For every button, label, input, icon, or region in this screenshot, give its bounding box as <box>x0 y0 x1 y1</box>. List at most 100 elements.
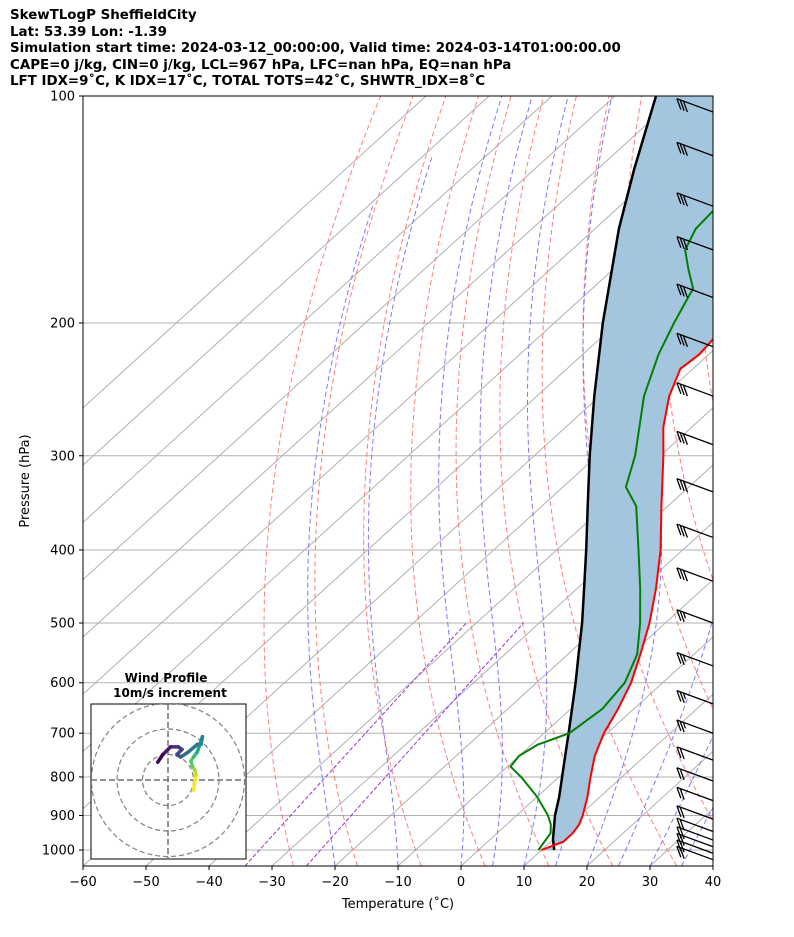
x-tick-label: 30 <box>642 875 659 890</box>
x-tick-label: −40 <box>195 875 222 890</box>
dry-adiabat-line <box>410 96 486 866</box>
wind-barb-flag <box>679 806 685 819</box>
wind-barb-shaft <box>676 805 714 820</box>
wind-barb-shaft <box>676 567 714 582</box>
indices-line-2: LFT IDX=9˚C, K IDX=17˚C, TOTAL TOTS=42˚C… <box>10 74 486 90</box>
isotherm-line <box>83 96 616 581</box>
wind-barb-flag <box>682 570 689 582</box>
wind-barb <box>676 382 714 397</box>
wind-barb <box>676 141 714 157</box>
wind-barb-shaft <box>676 430 714 446</box>
isotherm-line <box>83 96 553 524</box>
wind-barb-flag <box>676 787 682 799</box>
wind-barb-flag <box>676 767 682 779</box>
x-tick-label: −10 <box>384 875 411 890</box>
wind-barb <box>676 817 714 833</box>
dry-adiabat-line <box>314 96 414 866</box>
wind-barbs <box>676 98 714 861</box>
moist-adiabat-line <box>649 735 713 866</box>
wind-barb-flag <box>682 384 689 397</box>
hodograph-title: Wind Profile <box>125 671 208 685</box>
dry-adiabat-line <box>263 96 382 866</box>
wind-barb-flag <box>676 567 682 580</box>
y-tick-label: 200 <box>50 316 75 331</box>
mixing-ratio-line <box>306 622 524 866</box>
location-line: Lat: 53.39 Lon: -1.39 <box>10 24 167 40</box>
wind-barb-shaft <box>676 786 714 802</box>
wind-barb-flag <box>676 609 682 621</box>
wind-barb-half-flag <box>682 722 687 729</box>
x-tick-label: −50 <box>132 875 159 890</box>
x-tick-label: 0 <box>457 875 465 890</box>
wind-barb-flag <box>682 433 689 445</box>
wind-barb-flag <box>679 525 685 537</box>
wind-barb-shaft <box>676 719 714 734</box>
wind-barb-flag <box>682 100 689 113</box>
wind-barb <box>676 805 714 820</box>
wind-barb-flag <box>679 568 685 581</box>
dry-adiabat-line <box>582 96 713 822</box>
wind-barb <box>676 609 714 624</box>
y-tick-label: 400 <box>50 543 75 558</box>
temperature-line <box>541 337 713 851</box>
dry-adiabat-line <box>363 96 447 866</box>
hodograph-plot <box>91 704 246 859</box>
moist-adiabat-line <box>586 96 668 866</box>
wind-barb-shaft <box>676 332 714 348</box>
wind-barb <box>676 523 714 539</box>
moist-adiabat-line <box>438 96 503 866</box>
wind-barb <box>676 567 714 582</box>
isotherm-line <box>271 464 713 866</box>
wind-barb <box>676 719 714 734</box>
hodograph-segment <box>161 745 173 757</box>
wind-barb-shaft <box>676 689 714 705</box>
dry-adiabat-line <box>499 96 614 866</box>
wind-barb-flag <box>679 653 685 666</box>
wind-barb <box>676 746 714 761</box>
wind-barb-flag <box>679 383 685 396</box>
wind-barb-flag <box>676 142 682 154</box>
moist-adiabat-line <box>307 206 374 866</box>
wind-barb <box>676 826 714 841</box>
wind-barb-half-flag <box>682 654 687 662</box>
wind-barb-half-flag <box>682 692 687 700</box>
wind-barb-flag <box>679 768 685 781</box>
chart-header: SkewTLogP SheffieldCity Lat: 53.39 Lon: … <box>10 8 621 91</box>
x-tick-label: −30 <box>258 875 285 890</box>
y-tick-label: 300 <box>50 449 75 464</box>
wind-barb-flag <box>679 237 685 250</box>
wind-barb-half-flag <box>682 611 687 619</box>
y-tick-label: 100 <box>50 90 75 105</box>
y-axis-label: Pressure (hPa) <box>18 434 33 527</box>
wind-barb-shaft <box>676 826 714 841</box>
isotherm-line <box>83 96 427 409</box>
isotherm-line <box>523 693 713 866</box>
wind-barb-flag <box>676 805 682 818</box>
y-tick-label: 900 <box>50 809 75 824</box>
wind-barb-flag <box>679 285 685 297</box>
wind-barb-flag <box>679 143 685 155</box>
wind-barb-flag <box>679 819 685 831</box>
x-tick-label: −60 <box>69 875 96 890</box>
time-line: Simulation start time: 2024-03-12_00:00:… <box>10 41 621 57</box>
wind-barb-shaft <box>676 746 714 761</box>
wind-barb-flag <box>679 788 685 800</box>
wind-barb-shaft <box>676 609 714 624</box>
wind-barb-flag <box>676 333 682 345</box>
dry-adiabat-line <box>660 96 713 582</box>
wind-barb-flag <box>676 382 682 394</box>
wind-barb-shaft <box>676 192 714 207</box>
y-tick-label: 800 <box>50 770 75 785</box>
wind-barb-flag <box>676 690 682 702</box>
wind-barb <box>676 236 714 251</box>
wind-barb-flag <box>676 719 682 732</box>
wind-barb-shaft <box>676 382 714 397</box>
wind-barb-flag <box>676 846 682 858</box>
x-tick-label: 10 <box>516 875 533 890</box>
wind-barb-flag <box>676 839 682 852</box>
wind-barb-flag <box>676 431 682 443</box>
wind-barb-flag <box>682 526 689 538</box>
hodograph-segment <box>186 742 200 754</box>
moist-adiabat-line <box>479 96 533 866</box>
